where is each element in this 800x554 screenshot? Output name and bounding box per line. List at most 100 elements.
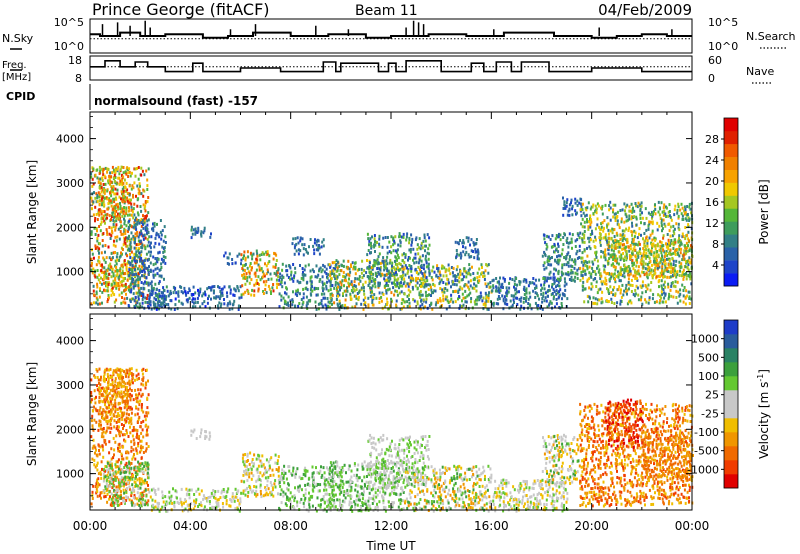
data-cell (99, 264, 102, 267)
data-cell (118, 434, 121, 438)
data-cell (660, 284, 663, 288)
data-cell (353, 294, 356, 298)
data-cell (637, 255, 640, 259)
data-cell (110, 402, 113, 406)
data-cell (349, 294, 352, 298)
data-cell (281, 262, 284, 266)
data-cell (134, 237, 137, 241)
data-cell (293, 246, 296, 250)
data-cell (647, 268, 650, 272)
data-cell (309, 238, 312, 241)
data-cell (580, 273, 583, 277)
data-cell (97, 278, 100, 282)
data-cell (94, 401, 97, 405)
data-cell (606, 287, 608, 291)
data-cell (683, 286, 686, 289)
data-cell (607, 240, 610, 244)
data-cell (100, 199, 103, 203)
data-cell (102, 173, 105, 177)
colorbar-segment (724, 195, 738, 209)
data-cell (377, 270, 380, 274)
data-cell (164, 241, 167, 244)
data-cell (620, 272, 623, 276)
data-cell (600, 225, 603, 229)
data-cell (343, 278, 346, 282)
data-cell (394, 255, 397, 259)
data-cell (639, 203, 642, 207)
data-cell (661, 229, 663, 233)
data-cell (111, 380, 114, 384)
data-cell (589, 233, 592, 236)
data-cell (581, 274, 584, 278)
data-cell (553, 295, 555, 299)
data-cell (133, 441, 136, 445)
data-cell (464, 296, 467, 300)
data-cell (377, 255, 380, 259)
data-cell (579, 266, 582, 270)
data-cell (389, 304, 392, 308)
data-cell (408, 256, 411, 260)
data-cell (653, 209, 655, 213)
data-cell (104, 395, 107, 399)
data-cell (675, 222, 678, 226)
data-cell (117, 284, 120, 288)
data-cell (207, 286, 210, 289)
data-cell (487, 293, 490, 297)
data-cell (652, 254, 655, 258)
data-cell (404, 253, 407, 257)
data-cell (605, 299, 608, 303)
data-cell (144, 215, 147, 218)
data-cell (570, 240, 573, 244)
data-cell (126, 369, 129, 373)
data-cell (682, 277, 685, 281)
data-cell (105, 368, 108, 372)
data-cell (561, 304, 563, 308)
data-cell (647, 224, 650, 228)
data-cell (464, 300, 467, 304)
data-cell (114, 398, 117, 402)
data-cell (578, 267, 581, 271)
data-cell (594, 227, 597, 231)
data-cell (147, 273, 150, 276)
data-cell (346, 286, 349, 290)
data-cell (302, 278, 305, 282)
data-cell (400, 277, 403, 281)
data-cell (594, 251, 597, 255)
data-cell (184, 290, 187, 294)
data-cell (562, 207, 565, 210)
data-cell (138, 233, 141, 237)
data-cell (137, 239, 140, 243)
data-cell (349, 282, 352, 286)
data-cell (523, 278, 526, 281)
data-cell (261, 270, 264, 274)
data-cell (647, 283, 650, 287)
data-cell (476, 248, 479, 252)
data-cell (318, 246, 321, 250)
data-cell (124, 282, 127, 286)
data-cell (386, 297, 388, 301)
y-tick-label: 2000 (56, 221, 84, 234)
data-cell (121, 210, 124, 214)
data-cell (581, 232, 584, 236)
data-cell (417, 277, 420, 281)
data-cell (95, 290, 98, 294)
data-cell (484, 305, 487, 309)
data-cell (319, 278, 322, 281)
data-cell (651, 274, 654, 278)
data-cell (115, 420, 118, 424)
data-cell (117, 374, 120, 378)
data-cell (608, 244, 611, 248)
data-cell (602, 229, 605, 233)
data-cell (565, 201, 568, 205)
data-cell (450, 297, 453, 301)
data-cell (618, 255, 621, 259)
data-cell (320, 270, 323, 274)
data-cell (421, 254, 424, 258)
data-cell (93, 293, 95, 297)
data-cell (345, 293, 348, 297)
data-cell (387, 272, 390, 275)
data-cell (110, 185, 113, 189)
data-cell (688, 302, 691, 305)
data-cell (467, 239, 470, 243)
